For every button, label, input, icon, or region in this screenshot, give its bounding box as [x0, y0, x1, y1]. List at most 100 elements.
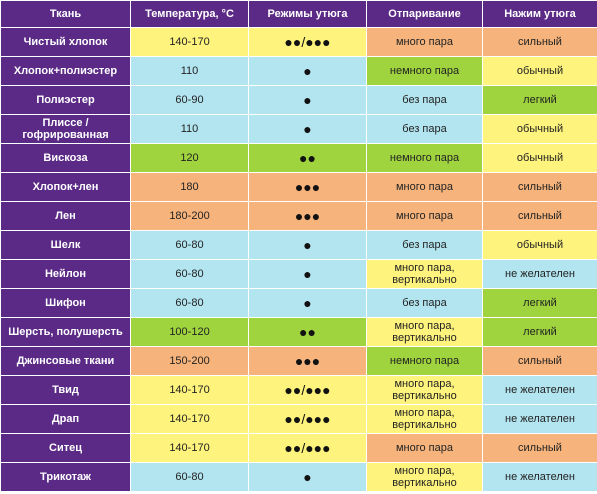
steaming-cell: без пара — [366, 114, 483, 144]
temperature-cell: 120 — [130, 143, 249, 173]
iron-modes-cell: ●● — [248, 317, 367, 347]
iron-modes-cell: ● — [248, 259, 367, 289]
fabric-cell: Шифон — [0, 288, 131, 318]
table-row: Шелк 60-80 ● без пара обычный — [0, 230, 597, 260]
pressure-cell: сильный — [482, 172, 597, 202]
fabric-cell: Плиссе / гофрированная — [0, 114, 131, 144]
table-row: Хлопок+лен 180 ●●● много пара сильный — [0, 172, 597, 202]
steaming-cell: много пара, вертикально — [366, 317, 483, 347]
table-row: Ситец 140-170 ●●/●●● много пара сильный — [0, 433, 597, 463]
temperature-cell: 60-80 — [130, 462, 249, 492]
iron-modes-cell: ● — [248, 288, 367, 318]
iron-modes-cell: ● — [248, 462, 367, 492]
temperature-cell: 140-170 — [130, 433, 249, 463]
pressure-cell: сильный — [482, 346, 597, 376]
iron-modes-cell: ●●● — [248, 172, 367, 202]
header-fabric: Ткань — [0, 0, 131, 28]
temperature-cell: 60-80 — [130, 288, 249, 318]
fabric-cell: Драп — [0, 404, 131, 434]
fabric-cell: Трикотаж — [0, 462, 131, 492]
table-row: Трикотаж 60-80 ● много пара, вертикально не … — [0, 462, 597, 492]
temperature-cell: 140-170 — [130, 27, 249, 57]
pressure-cell: сильный — [482, 27, 597, 57]
steaming-cell: много пара, вертикально — [366, 259, 483, 289]
steaming-cell: много пара — [366, 201, 483, 231]
temperature-cell: 60-80 — [130, 230, 249, 260]
header-temperature: Температура, °С — [130, 0, 249, 28]
pressure-cell: обычный — [482, 143, 597, 173]
iron-modes-cell: ● — [248, 56, 367, 86]
table-row: Шерсть, полушерсть 100-120 ●● много пара, в… — [0, 317, 597, 347]
iron-modes-cell: ●●● — [248, 201, 367, 231]
pressure-cell: сильный — [482, 433, 597, 463]
fabric-cell: Чистый хлопок — [0, 27, 131, 57]
fabric-cell: Нейлон — [0, 259, 131, 289]
table-row: Лен 180-200 ●●● много пара сильный — [0, 201, 597, 231]
table-row: Хлопок+полиэстер 110 ● немного пара обычный — [0, 56, 597, 86]
pressure-cell: легкий — [482, 85, 597, 115]
pressure-cell: обычный — [482, 56, 597, 86]
pressure-cell: легкий — [482, 317, 597, 347]
steaming-cell: без пара — [366, 230, 483, 260]
steaming-cell: много пара, вертикально — [366, 404, 483, 434]
temperature-cell: 110 — [130, 114, 249, 144]
pressure-cell: не желателен — [482, 404, 597, 434]
steaming-cell: много пара — [366, 433, 483, 463]
table-row: Чистый хлопок 140-170 ●●/●●● много пара силь… — [0, 27, 597, 57]
steaming-cell: немного пара — [366, 346, 483, 376]
iron-modes-cell: ● — [248, 85, 367, 115]
pressure-cell: обычный — [482, 114, 597, 144]
fabric-cell: Хлопок+полиэстер — [0, 56, 131, 86]
pressure-cell: не желателен — [482, 462, 597, 492]
fabric-cell: Вискоза — [0, 143, 131, 173]
pressure-cell: обычный — [482, 230, 597, 260]
table-row: Джинсовые ткани 150-200 ●●● немного пара сил… — [0, 346, 597, 376]
table-row: Твид 140-170 ●●/●●● много пара, вертикально… — [0, 375, 597, 405]
fabric-cell: Полиэстер — [0, 85, 131, 115]
fabric-cell: Джинсовые ткани — [0, 346, 131, 376]
fabric-cell: Твид — [0, 375, 131, 405]
steaming-cell: без пара — [366, 288, 483, 318]
fabric-cell: Хлопок+лен — [0, 172, 131, 202]
temperature-cell: 140-170 — [130, 404, 249, 434]
pressure-cell: не желателен — [482, 259, 597, 289]
pressure-cell: легкий — [482, 288, 597, 318]
header-row: Ткань Температура, °С Режимы утюга Отпар… — [0, 0, 597, 28]
iron-modes-cell: ●● — [248, 143, 367, 173]
steaming-cell: много пара — [366, 27, 483, 57]
pressure-cell: сильный — [482, 201, 597, 231]
table-body: Чистый хлопок 140-170 ●●/●●● много пара силь… — [0, 27, 597, 492]
steaming-cell: много пара — [366, 172, 483, 202]
iron-modes-cell: ●●/●●● — [248, 27, 367, 57]
table-row: Плиссе / гофрированная 110 ● без пара обычны… — [0, 114, 597, 144]
steaming-cell: немного пара — [366, 56, 483, 86]
temperature-cell: 110 — [130, 56, 249, 86]
steaming-cell: много пара, вертикально — [366, 375, 483, 405]
table-row: Нейлон 60-80 ● много пара, вертикально не же… — [0, 259, 597, 289]
temperature-cell: 140-170 — [130, 375, 249, 405]
steaming-cell: немного пара — [366, 143, 483, 173]
pressure-cell: не желателен — [482, 375, 597, 405]
iron-modes-cell: ●●/●●● — [248, 433, 367, 463]
steaming-cell: много пара, вертикально — [366, 462, 483, 492]
steaming-cell: без пара — [366, 85, 483, 115]
temperature-cell: 60-90 — [130, 85, 249, 115]
temperature-cell: 100-120 — [130, 317, 249, 347]
header-steaming: Отпаривание — [366, 0, 483, 28]
iron-modes-cell: ●●/●●● — [248, 375, 367, 405]
temperature-cell: 180-200 — [130, 201, 249, 231]
iron-modes-cell: ●●/●●● — [248, 404, 367, 434]
fabric-cell: Лен — [0, 201, 131, 231]
iron-modes-cell: ● — [248, 230, 367, 260]
header-pressure: Нажим утюга — [482, 0, 597, 28]
fabric-cell: Шерсть, полушерсть — [0, 317, 131, 347]
fabric-cell: Ситец — [0, 433, 131, 463]
table-row: Шифон 60-80 ● без пара легкий — [0, 288, 597, 318]
table-row: Полиэстер 60-90 ● без пара легкий — [0, 85, 597, 115]
temperature-cell: 60-80 — [130, 259, 249, 289]
iron-modes-cell: ● — [248, 114, 367, 144]
temperature-cell: 180 — [130, 172, 249, 202]
table-row: Вискоза 120 ●● немного пара обычный — [0, 143, 597, 173]
header-iron-modes: Режимы утюга — [248, 0, 367, 28]
